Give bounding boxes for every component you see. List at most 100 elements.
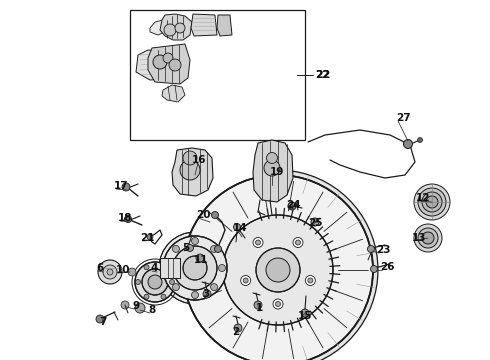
Text: 24: 24 bbox=[286, 200, 301, 210]
Circle shape bbox=[414, 184, 450, 220]
Circle shape bbox=[183, 151, 197, 165]
Text: 22: 22 bbox=[315, 70, 329, 80]
Circle shape bbox=[180, 160, 200, 180]
Circle shape bbox=[164, 24, 176, 36]
Text: 13: 13 bbox=[412, 233, 426, 243]
Circle shape bbox=[135, 303, 145, 313]
Text: 25: 25 bbox=[308, 218, 322, 228]
Text: 17: 17 bbox=[114, 181, 129, 191]
Polygon shape bbox=[150, 20, 168, 35]
Circle shape bbox=[266, 258, 290, 282]
Text: 27: 27 bbox=[396, 113, 411, 123]
Polygon shape bbox=[262, 170, 378, 360]
Circle shape bbox=[183, 256, 207, 280]
Circle shape bbox=[212, 211, 219, 219]
Circle shape bbox=[368, 246, 374, 252]
Polygon shape bbox=[162, 85, 185, 102]
Circle shape bbox=[170, 279, 174, 284]
Circle shape bbox=[135, 262, 175, 302]
Text: 18: 18 bbox=[118, 213, 132, 223]
Text: 4: 4 bbox=[150, 263, 157, 273]
Circle shape bbox=[163, 236, 227, 300]
Circle shape bbox=[422, 232, 434, 244]
Text: 11: 11 bbox=[194, 255, 209, 265]
Circle shape bbox=[219, 265, 225, 271]
Circle shape bbox=[128, 268, 136, 276]
Circle shape bbox=[175, 23, 185, 33]
Circle shape bbox=[159, 232, 231, 304]
Circle shape bbox=[161, 265, 166, 270]
Circle shape bbox=[305, 275, 316, 285]
Circle shape bbox=[122, 183, 130, 191]
Circle shape bbox=[311, 218, 319, 226]
Circle shape bbox=[183, 175, 373, 360]
Circle shape bbox=[203, 290, 211, 298]
Polygon shape bbox=[191, 14, 217, 36]
Circle shape bbox=[196, 254, 204, 262]
Circle shape bbox=[96, 315, 104, 323]
Circle shape bbox=[172, 284, 179, 291]
Circle shape bbox=[163, 53, 173, 63]
Text: 6: 6 bbox=[96, 263, 103, 273]
Circle shape bbox=[211, 246, 218, 252]
Circle shape bbox=[121, 301, 129, 309]
Text: 22: 22 bbox=[315, 70, 330, 80]
Circle shape bbox=[426, 196, 438, 208]
Circle shape bbox=[136, 279, 141, 284]
Text: 3: 3 bbox=[202, 289, 209, 299]
Circle shape bbox=[254, 301, 262, 309]
Circle shape bbox=[301, 309, 309, 317]
Circle shape bbox=[172, 246, 179, 252]
Circle shape bbox=[370, 266, 377, 273]
Text: 7: 7 bbox=[99, 317, 106, 327]
Text: 21: 21 bbox=[140, 233, 154, 243]
Text: 5: 5 bbox=[182, 243, 189, 253]
Polygon shape bbox=[160, 258, 180, 278]
Circle shape bbox=[275, 302, 280, 306]
Circle shape bbox=[403, 139, 413, 148]
Circle shape bbox=[211, 284, 218, 291]
Circle shape bbox=[417, 138, 422, 143]
Polygon shape bbox=[253, 140, 293, 202]
Circle shape bbox=[241, 275, 251, 285]
Polygon shape bbox=[160, 14, 192, 40]
Text: 26: 26 bbox=[380, 262, 394, 272]
Text: 10: 10 bbox=[116, 265, 130, 275]
Polygon shape bbox=[136, 50, 180, 80]
Circle shape bbox=[161, 294, 166, 299]
Circle shape bbox=[144, 265, 149, 270]
Circle shape bbox=[264, 160, 280, 176]
Text: 9: 9 bbox=[132, 301, 139, 311]
Circle shape bbox=[187, 244, 194, 252]
Text: 23: 23 bbox=[376, 245, 391, 255]
Circle shape bbox=[148, 275, 162, 289]
Circle shape bbox=[107, 269, 113, 275]
Text: 19: 19 bbox=[270, 167, 284, 177]
Circle shape bbox=[243, 278, 248, 283]
Circle shape bbox=[422, 192, 442, 212]
Circle shape bbox=[418, 228, 438, 248]
Circle shape bbox=[153, 55, 167, 69]
Circle shape bbox=[192, 238, 198, 244]
Circle shape bbox=[267, 153, 277, 163]
Polygon shape bbox=[217, 15, 232, 36]
Circle shape bbox=[255, 240, 261, 245]
Circle shape bbox=[215, 246, 221, 252]
Circle shape bbox=[234, 324, 242, 332]
Text: 12: 12 bbox=[416, 193, 431, 203]
Circle shape bbox=[418, 188, 446, 216]
Circle shape bbox=[256, 248, 300, 292]
Circle shape bbox=[234, 224, 241, 230]
Circle shape bbox=[165, 265, 172, 271]
Text: 8: 8 bbox=[148, 305, 155, 315]
Circle shape bbox=[98, 260, 122, 284]
Circle shape bbox=[142, 269, 168, 295]
Circle shape bbox=[308, 278, 313, 283]
Circle shape bbox=[273, 299, 283, 309]
Circle shape bbox=[223, 215, 333, 325]
Text: 15: 15 bbox=[298, 311, 313, 321]
Polygon shape bbox=[148, 44, 190, 84]
Circle shape bbox=[103, 265, 117, 279]
Text: 1: 1 bbox=[256, 303, 263, 313]
Circle shape bbox=[192, 292, 198, 298]
